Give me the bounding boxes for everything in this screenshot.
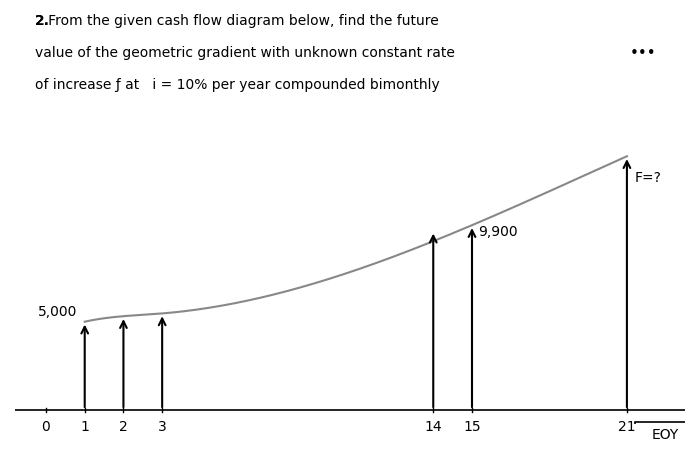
- Text: 0: 0: [41, 420, 50, 434]
- Text: EOY: EOY: [652, 428, 679, 442]
- Text: 14: 14: [424, 420, 442, 434]
- Text: of increase ƒ at   i = 10% per year compounded bimonthly: of increase ƒ at i = 10% per year compou…: [35, 78, 440, 92]
- Text: •••: •••: [630, 46, 657, 61]
- Text: F=?: F=?: [635, 171, 661, 185]
- Text: 9,900: 9,900: [478, 225, 517, 239]
- Text: 2: 2: [119, 420, 128, 434]
- Text: 1: 1: [80, 420, 89, 434]
- Text: 15: 15: [463, 420, 481, 434]
- Text: 5,000: 5,000: [38, 305, 78, 319]
- Text: 21: 21: [618, 420, 636, 434]
- Text: 2.From the given cash flow diagram below, find the future: 2.From the given cash flow diagram below…: [35, 14, 439, 28]
- Text: 3: 3: [158, 420, 167, 434]
- Text: 2.: 2.: [35, 14, 50, 28]
- Text: value of the geometric gradient with unknown constant rate: value of the geometric gradient with unk…: [35, 46, 455, 60]
- FancyBboxPatch shape: [635, 422, 696, 446]
